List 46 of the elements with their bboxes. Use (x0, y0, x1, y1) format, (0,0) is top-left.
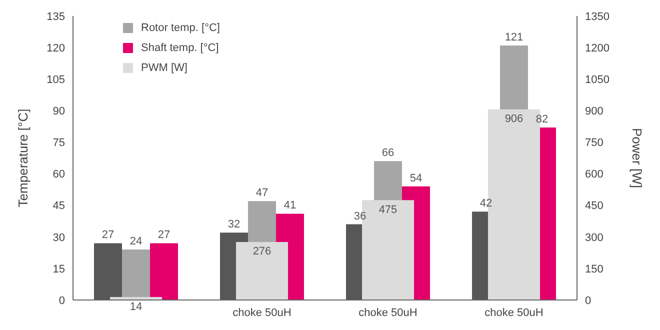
y2-tick-label: 150 (585, 263, 604, 276)
legend-label: Shaft temp. [°C] (141, 42, 219, 54)
y2-tick-label: 450 (585, 200, 604, 212)
y-tick-label: 135 (46, 10, 65, 23)
y2-tick-label: 600 (585, 168, 604, 181)
bar (94, 243, 122, 300)
data-label: 41 (284, 200, 296, 212)
data-label: 54 (410, 172, 422, 184)
data-label: 24 (130, 236, 142, 248)
data-label: 47 (256, 187, 268, 200)
data-label: 36 (354, 210, 366, 222)
data-label: 66 (382, 147, 394, 160)
bar (150, 243, 178, 300)
y-tick-label: 30 (52, 232, 65, 244)
y2-tick-label: 750 (585, 137, 604, 150)
data-label: 82 (536, 113, 548, 126)
y-tick-label: 60 (52, 168, 65, 181)
data-label: 14 (130, 300, 142, 313)
x-tick-label: choke 50uH (358, 306, 418, 319)
data-label: 27 (158, 229, 170, 242)
x-tick-label: choke 50uH (484, 306, 544, 319)
data-label: 42 (480, 198, 492, 210)
y2-tick-label: 1350 (585, 10, 610, 23)
y2-tick-label: 0 (585, 294, 592, 307)
legend-label: PWM [W] (141, 62, 188, 74)
y2-tick-label: 1200 (585, 42, 610, 54)
x-tick-label: choke 50uH (232, 306, 292, 319)
y-tick-label: 105 (46, 74, 65, 86)
data-label: 27 (102, 229, 114, 242)
data-label: 276 (252, 246, 272, 258)
data-label: 32 (228, 218, 240, 231)
y-tick-label: 15 (52, 263, 65, 276)
y-tick-label: 120 (46, 42, 65, 54)
data-label: 906 (504, 113, 524, 126)
y2-tick-label: 900 (585, 106, 604, 118)
y2-axis-title: Power [W] (629, 128, 644, 188)
y-tick-label: 90 (52, 106, 65, 118)
data-label: 475 (378, 204, 398, 216)
y2-tick-label: 300 (585, 232, 604, 244)
y-tick-label: 45 (52, 200, 65, 212)
legend-label: Rotor temp. [°C] (141, 22, 220, 34)
data-label: 121 (504, 31, 524, 44)
y-tick-label: 0 (58, 294, 65, 307)
y2-tick-label: 1050 (585, 74, 610, 86)
y-axis-title: Temperature [°C] (16, 108, 31, 208)
y-tick-label: 75 (52, 137, 65, 150)
